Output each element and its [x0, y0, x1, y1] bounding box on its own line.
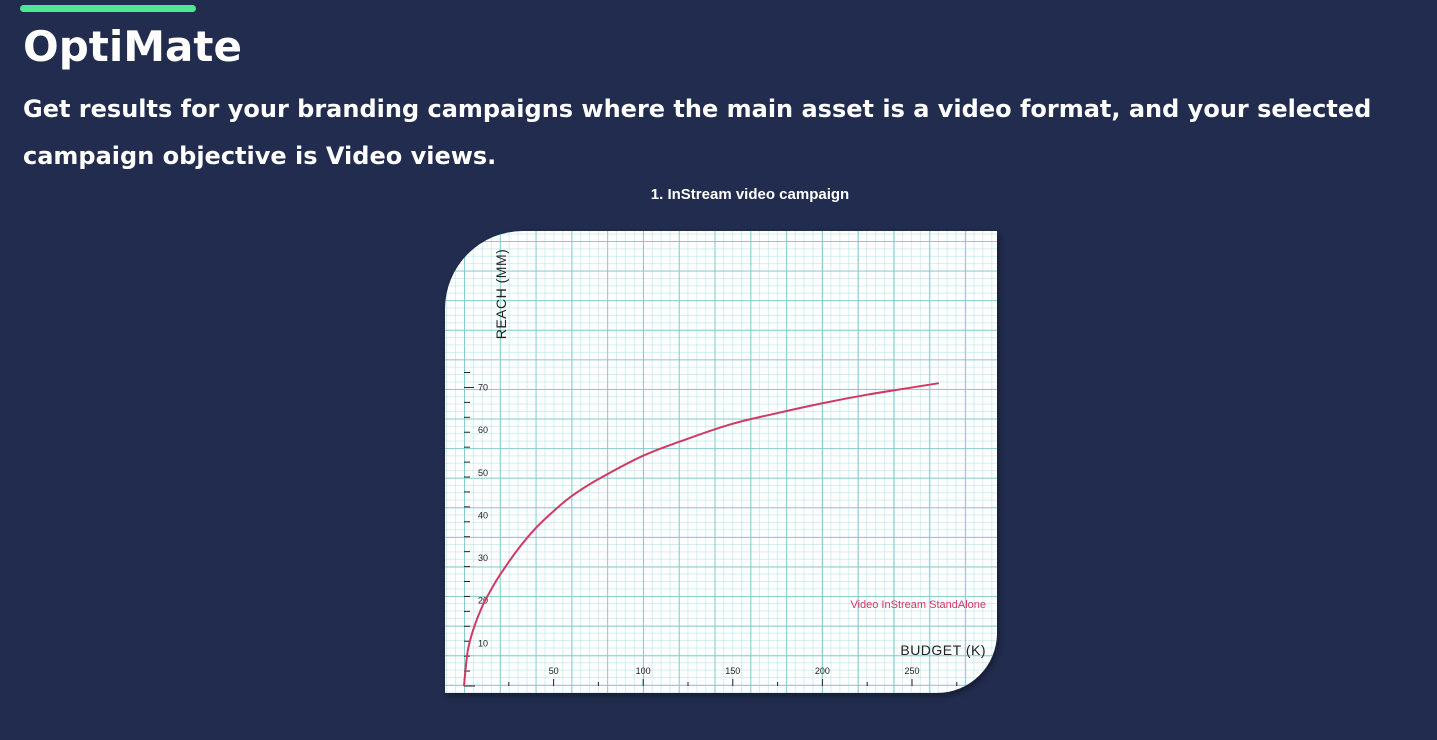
page-subtitle: Get results for your branding campaigns …: [23, 95, 1372, 170]
y-axis-ticks: [464, 372, 474, 687]
y-axis-tick-labels: 10 20 30 40 50 60 70: [478, 382, 488, 648]
x-axis-tick-labels: 50 100 150 200 250: [549, 666, 920, 676]
series-line: [463, 382, 940, 687]
x-axis-ticks: [463, 679, 958, 687]
y-tick-label: 60: [478, 425, 488, 435]
y-tick-label: 70: [478, 382, 488, 392]
chart-canvas: 10 20 30 40 50 60 70 50 100 150 200 250 BUDGET (K)…: [463, 249, 986, 687]
y-tick-label: 40: [478, 510, 488, 520]
x-tick-label: 50: [549, 666, 559, 676]
chart-title: 1. InStream video campaign: [650, 186, 850, 203]
x-tick-label: 250: [904, 666, 919, 676]
y-axis-title: REACH (MM): [493, 249, 509, 340]
y-tick-label: 50: [478, 468, 488, 478]
x-tick-label: 150: [725, 666, 740, 676]
x-axis-title: BUDGET (K): [900, 642, 986, 658]
reach-curve-chart: 10 20 30 40 50 60 70 50 100 150 200 250 BUDGET (K)…: [445, 231, 997, 693]
y-tick-label: 30: [478, 553, 488, 563]
series-layer: [463, 382, 940, 687]
page-title: OptiMate: [23, 22, 242, 71]
y-tick-label: 10: [478, 638, 488, 648]
x-tick-label: 100: [636, 666, 651, 676]
x-tick-label: 200: [815, 666, 830, 676]
series-label: Video InStream StandAlone: [850, 599, 986, 611]
top-accent-bar: [20, 5, 196, 12]
y-tick-label: 20: [478, 596, 488, 606]
